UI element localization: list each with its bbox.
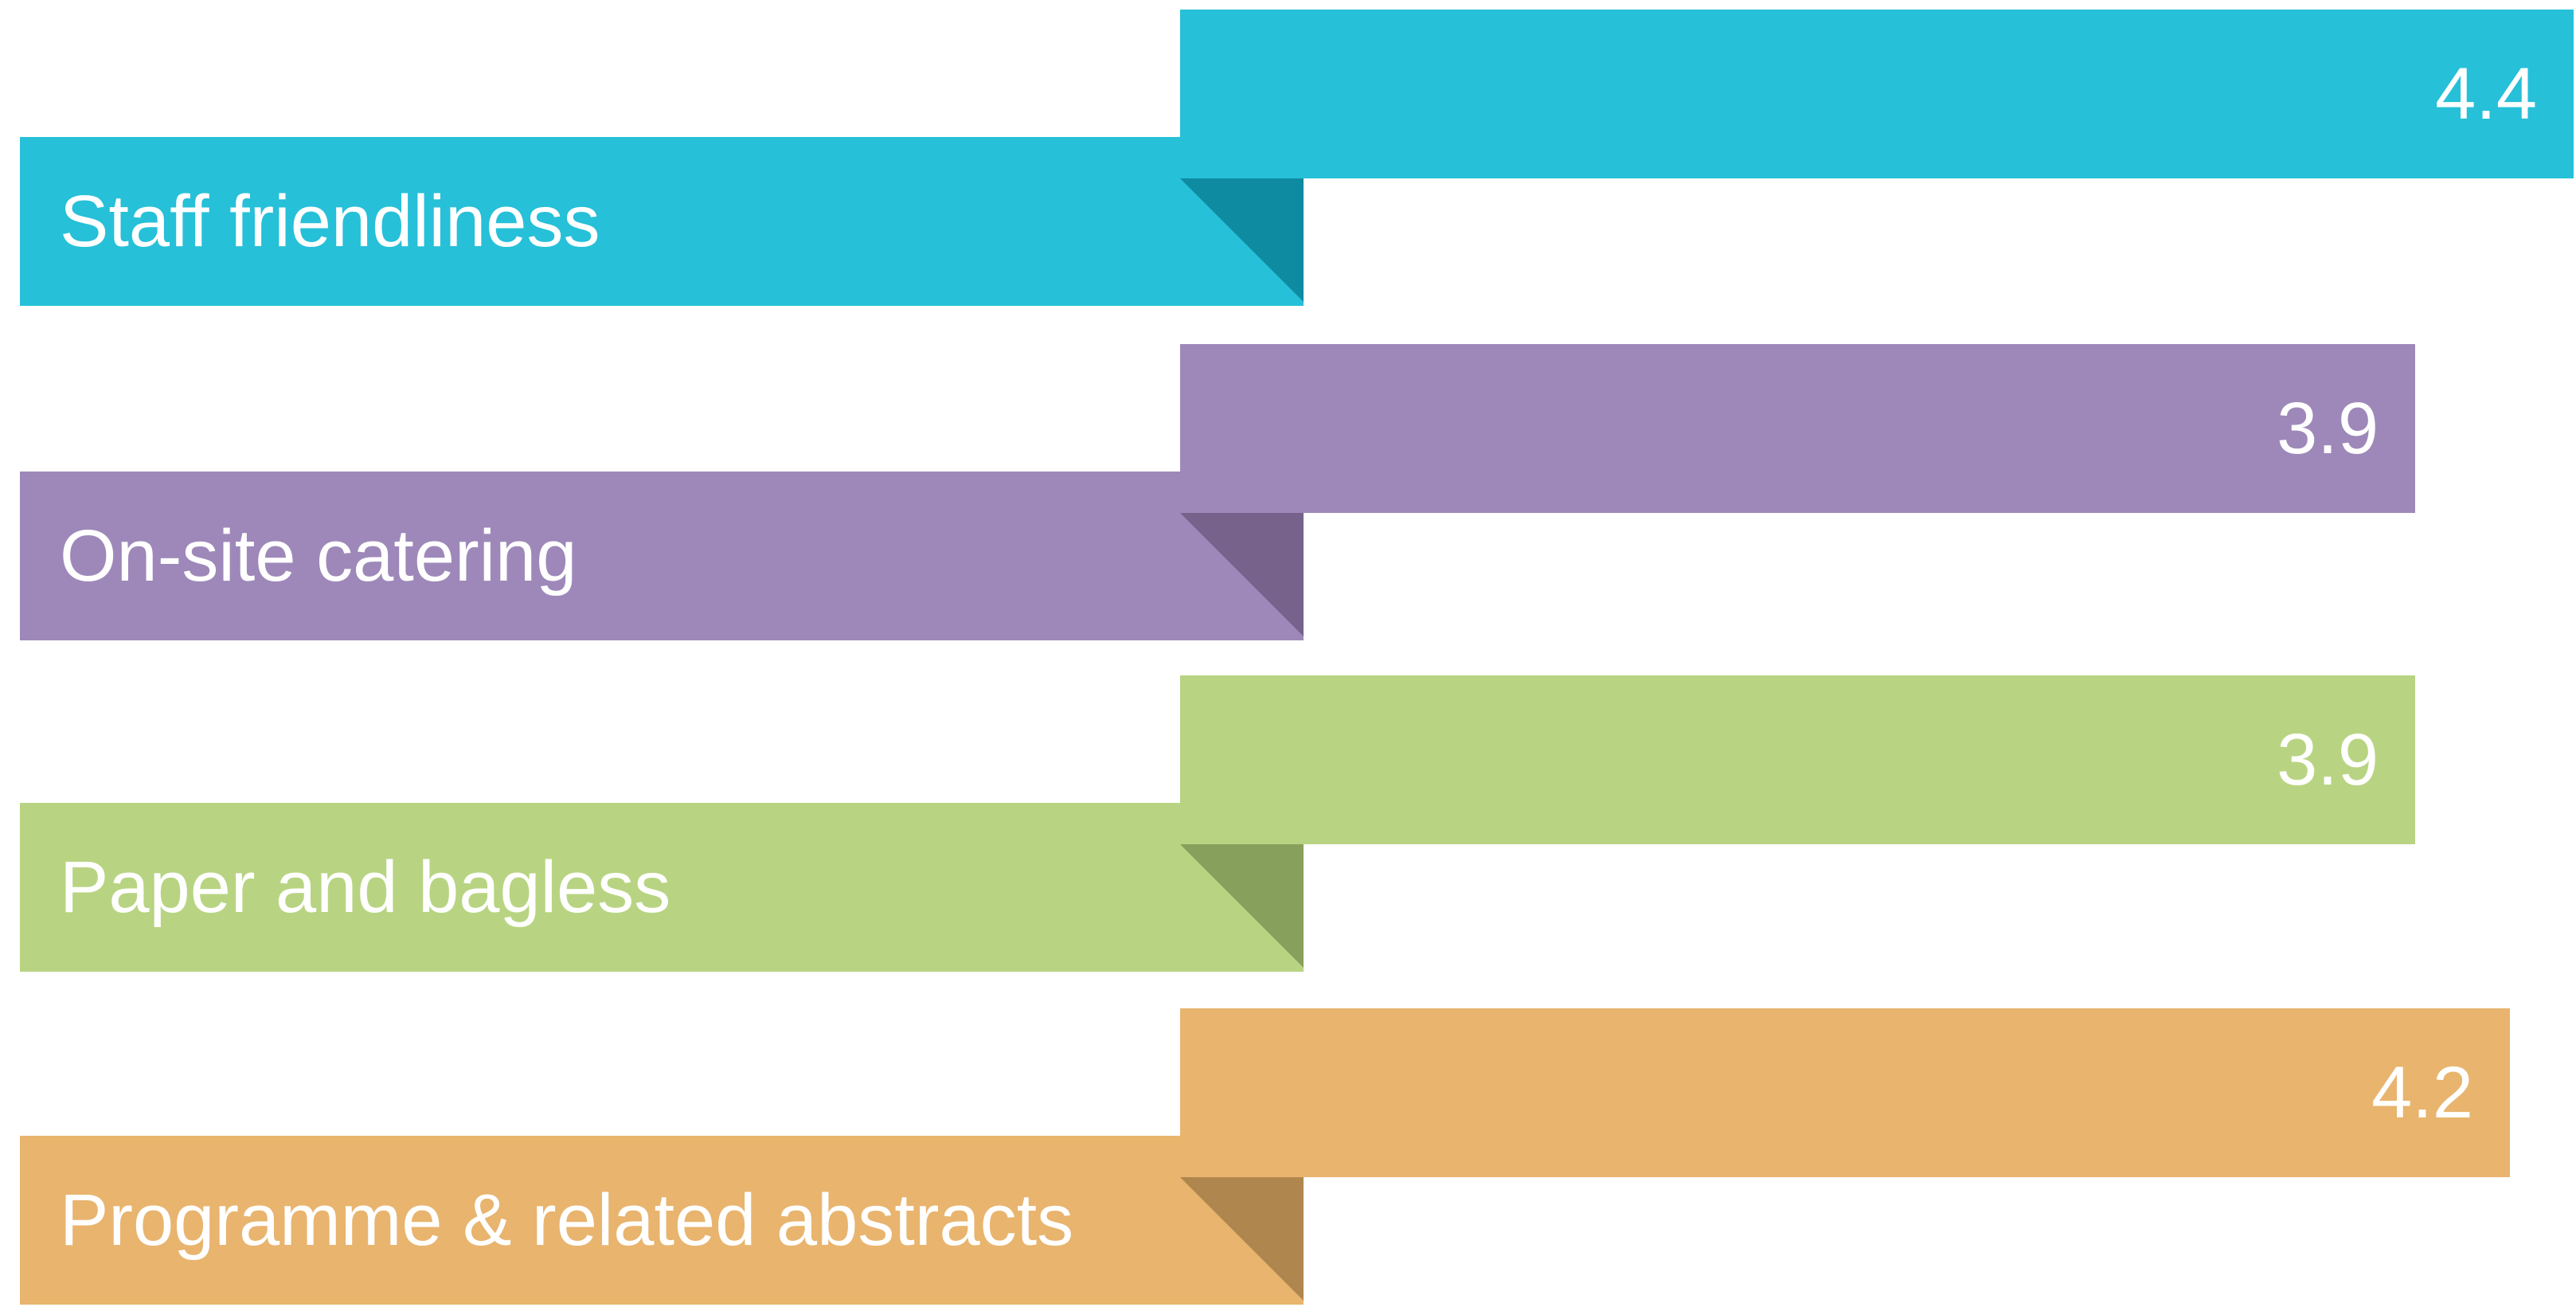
category-bar: On-site catering <box>20 472 1304 640</box>
value-bar: 3.9 <box>1180 675 2415 844</box>
ribbon-fold <box>1180 178 1304 302</box>
value-label: 3.9 <box>2277 388 2379 469</box>
value-label: 4.4 <box>2435 53 2537 135</box>
bar-row-programme-related-abstracts: Programme & related abstracts 4.2 <box>0 1008 2576 1311</box>
bar-row-on-site-catering: On-site catering 3.9 <box>0 344 2576 647</box>
category-bar: Staff friendliness <box>20 137 1304 306</box>
value-bar: 4.2 <box>1180 1008 2510 1177</box>
bar-row-paper-and-bagless: Paper and bagless 3.9 <box>0 675 2576 978</box>
value-label: 4.2 <box>2371 1052 2473 1133</box>
category-label: Programme & related abstracts <box>60 1180 1074 1261</box>
category-label: On-site catering <box>60 515 577 597</box>
category-label: Staff friendliness <box>60 181 600 262</box>
ribbon-fold <box>1180 1177 1304 1301</box>
ribbon-fold <box>1180 844 1304 968</box>
ribbon-fold <box>1180 513 1304 636</box>
value-bar: 3.9 <box>1180 344 2415 513</box>
category-bar: Programme & related abstracts <box>20 1136 1304 1305</box>
category-bar: Paper and bagless <box>20 803 1304 972</box>
value-label: 3.9 <box>2277 719 2379 800</box>
bar-row-staff-friendliness: Staff friendliness 4.4 <box>0 10 2576 312</box>
value-bar: 4.4 <box>1180 10 2574 178</box>
category-label: Paper and bagless <box>60 847 671 928</box>
